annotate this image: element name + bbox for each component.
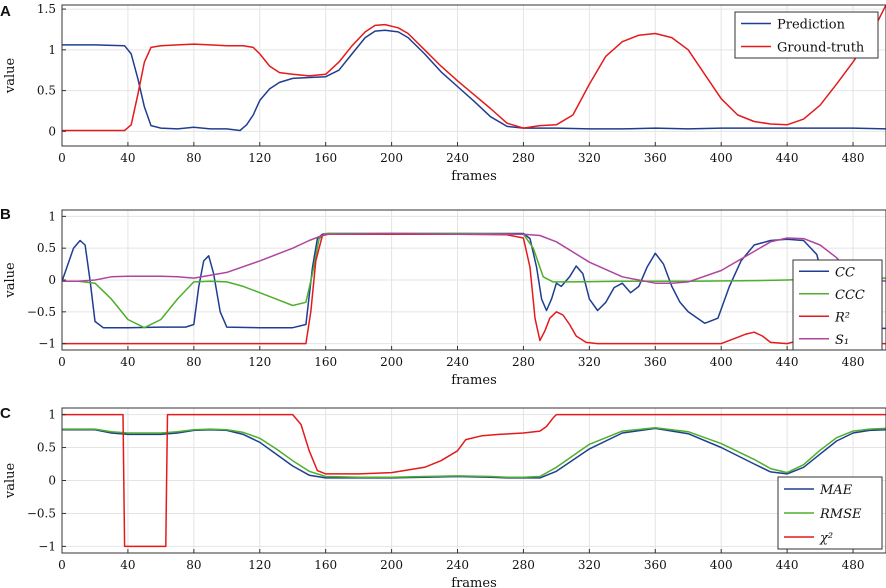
x-tick-label: 160 (314, 151, 337, 165)
y-tick-label: −0.5 (27, 305, 56, 319)
x-tick-label: 480 (842, 355, 865, 369)
x-tick-label: 160 (314, 355, 337, 369)
x-tick-label: 120 (248, 558, 271, 572)
x-tick-label: 240 (446, 355, 469, 369)
x-axis-label: frames (451, 576, 496, 588)
plot-frame (61, 4, 886, 147)
x-axis-label: frames (451, 169, 496, 184)
y-tick-label: −1 (38, 337, 56, 351)
y-tick-label: 0 (48, 474, 56, 488)
legend-label: CCC (835, 288, 865, 303)
x-tick-label: 80 (186, 151, 201, 165)
x-tick-label: 240 (446, 558, 469, 572)
x-tick-label: 440 (776, 355, 799, 369)
legend-label: MAE (819, 483, 853, 498)
x-tick-label: 0 (58, 151, 66, 165)
y-tick-label: 0.5 (37, 241, 56, 255)
y-tick-label: 0.5 (37, 84, 56, 98)
x-tick-label: 440 (776, 558, 799, 572)
panel-label: B (0, 206, 11, 223)
series-line-CCC (62, 232, 886, 329)
x-tick-label: 360 (644, 355, 667, 369)
series-line-S₁ (62, 232, 886, 284)
panel-label: C (0, 405, 11, 422)
y-tick-label: 1 (48, 408, 56, 422)
x-tick-label: 280 (512, 558, 535, 572)
y-tick-label: −1 (38, 539, 56, 553)
x-tick-label: 480 (842, 558, 865, 572)
x-tick-label: 120 (248, 355, 271, 369)
y-tick-label: 0.5 (37, 441, 56, 455)
x-tick-label: 40 (120, 151, 135, 165)
y-axis-label: value (3, 58, 18, 95)
y-tick-label: 1 (48, 43, 56, 57)
x-tick-label: 400 (710, 355, 733, 369)
legend: Prediction Ground-truth (734, 11, 879, 59)
legend: MAE RMSE χ² (777, 476, 883, 550)
legend-label: Prediction (777, 18, 846, 33)
series-line-Prediction (62, 29, 886, 132)
series-line-χ² (62, 413, 886, 548)
x-tick-label: 280 (512, 355, 535, 369)
panel-label: A (0, 3, 11, 20)
y-axis-label: value (3, 262, 18, 299)
legend-label: S₁ (835, 333, 849, 348)
x-tick-label: 200 (380, 151, 403, 165)
x-tick-label: 0 (58, 355, 66, 369)
legend-box (792, 259, 883, 351)
legend-label: R² (834, 310, 850, 325)
x-tick-label: 400 (710, 558, 733, 572)
x-tick-label: 280 (512, 151, 535, 165)
x-tick-label: 200 (380, 355, 403, 369)
series-line-Ground-truth (62, 5, 886, 132)
x-tick-label: 120 (248, 151, 271, 165)
series-line-RMSE (62, 427, 886, 478)
legend-label: RMSE (819, 507, 862, 522)
x-tick-label: 440 (776, 151, 799, 165)
series-line-MAE (62, 427, 886, 479)
chart-panel-A: A 0 40 80 120 160 200 240 280 320 360 400 440 480 0 0.5… (0, 2, 886, 184)
legend-label: χ² (819, 531, 833, 546)
x-tick-label: 200 (380, 558, 403, 572)
y-tick-label: −0.5 (27, 506, 56, 520)
x-tick-label: 320 (578, 355, 601, 369)
y-tick-label: 1 (48, 209, 56, 223)
x-tick-label: 0 (58, 558, 66, 572)
x-tick-label: 320 (578, 558, 601, 572)
x-tick-label: 480 (842, 151, 865, 165)
x-tick-label: 400 (710, 151, 733, 165)
legend-label: Ground-truth (777, 41, 865, 56)
x-tick-label: 360 (644, 558, 667, 572)
x-tick-label: 360 (644, 151, 667, 165)
x-tick-label: 40 (120, 558, 135, 572)
x-tick-label: 80 (186, 558, 201, 572)
legend-box (734, 11, 879, 59)
legend-label: CC (835, 265, 855, 280)
x-axis-label: frames (451, 373, 496, 388)
y-tick-label: 0 (48, 124, 56, 138)
chart-panel-B: B 0 40 80 120 160 200 240 280 320 360 400 440 480 −1 −0… (0, 206, 886, 388)
x-tick-label: 240 (446, 151, 469, 165)
x-tick-label: 160 (314, 558, 337, 572)
y-tick-label: 0 (48, 273, 56, 287)
y-tick-label: 1.5 (37, 2, 56, 16)
chart-panel-C: C 0 40 80 120 160 200 240 280 320 360 400 440 480 −1 −0… (0, 405, 886, 588)
x-tick-label: 40 (120, 355, 135, 369)
x-tick-label: 80 (186, 355, 201, 369)
x-tick-label: 320 (578, 151, 601, 165)
y-axis-label: value (3, 463, 18, 500)
